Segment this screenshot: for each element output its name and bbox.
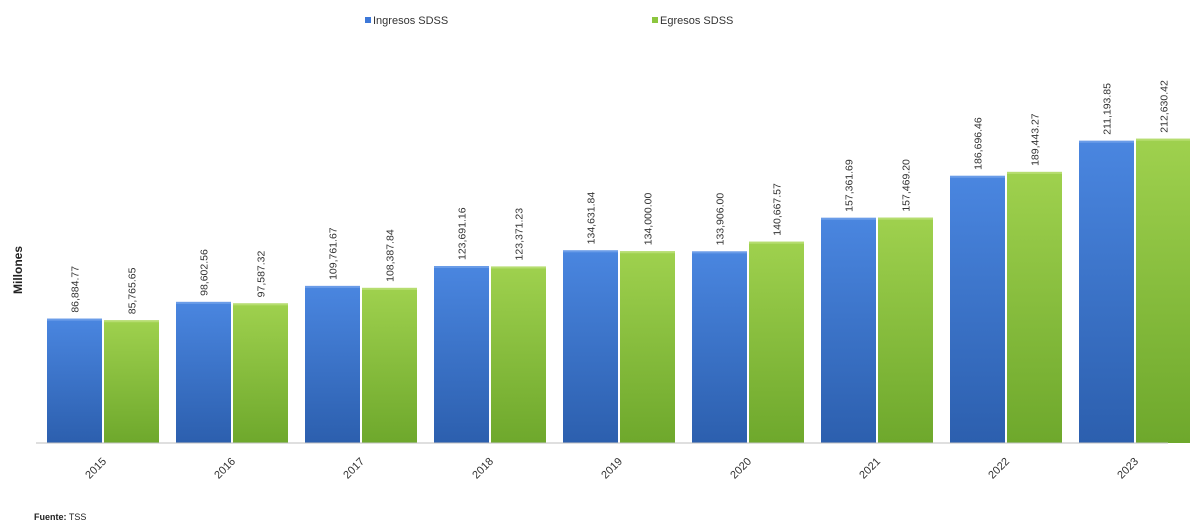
bar-top-ingresos-2015	[47, 318, 102, 321]
source-value: TSS	[68, 512, 87, 522]
bar-ingresos-2021	[821, 217, 876, 443]
bar-top-ingresos-2017	[305, 285, 360, 288]
source-label: Fuente:	[34, 512, 67, 522]
data-label-ingresos-2017: 109,761.67	[328, 227, 340, 280]
bar-top-egresos-2019	[620, 251, 675, 254]
bar-top-egresos-2023	[1136, 138, 1190, 141]
bar-top-ingresos-2023	[1079, 140, 1134, 143]
bar-egresos-2022	[1007, 171, 1062, 443]
data-label-ingresos-2019: 134,631.84	[586, 192, 598, 245]
bar-egresos-2018	[491, 266, 546, 443]
data-label-egresos-2022: 189,443.27	[1030, 113, 1042, 166]
source-note: Fuente: TSS	[34, 512, 86, 522]
x-tick-2016: 2016	[212, 456, 238, 482]
bar-top-ingresos-2022	[950, 175, 1005, 178]
data-label-egresos-2016: 97,587.32	[256, 250, 268, 297]
bar-top-ingresos-2016	[176, 301, 231, 304]
x-tick-2021: 2021	[857, 456, 883, 482]
bar-top-ingresos-2021	[821, 217, 876, 220]
legend-swatch-egresos	[652, 17, 658, 23]
data-label-ingresos-2015: 86,884.77	[70, 266, 82, 313]
bar-top-egresos-2022	[1007, 171, 1062, 174]
bar-top-egresos-2021	[878, 217, 933, 220]
bar-top-egresos-2020	[749, 241, 804, 244]
legend-label-ingresos: Ingresos SDSS	[373, 15, 448, 27]
x-tick-2017: 2017	[341, 456, 367, 482]
bar-ingresos-2022	[950, 175, 1005, 443]
bar-ingresos-2017	[305, 285, 360, 443]
data-label-ingresos-2016: 98,602.56	[199, 249, 211, 296]
data-label-ingresos-2022: 186,696.46	[973, 117, 985, 170]
data-label-egresos-2021: 157,469.20	[901, 159, 913, 212]
bar-top-egresos-2017	[362, 287, 417, 290]
x-tick-2019: 2019	[599, 456, 625, 482]
bars-group	[47, 138, 1190, 443]
data-label-ingresos-2023: 211,193.85	[1102, 83, 1114, 135]
x-tick-labels: 2015 2016 2017 2018 2019 2020 2021 2022 2023	[83, 456, 1141, 482]
data-label-ingresos-2021: 157,361.69	[844, 159, 856, 212]
legend: Ingresos SDSS Egresos SDSS	[365, 15, 733, 27]
bar-egresos-2020	[749, 241, 804, 443]
x-tick-2020: 2020	[728, 456, 754, 482]
data-label-egresos-2015: 85,765.65	[127, 267, 139, 314]
bar-top-egresos-2016	[233, 303, 288, 306]
x-tick-2018: 2018	[470, 456, 496, 482]
data-label-egresos-2023: 212,630.42	[1159, 80, 1171, 133]
data-label-egresos-2019: 134,000.00	[643, 193, 655, 246]
x-tick-2015: 2015	[83, 456, 109, 482]
bar-egresos-2017	[362, 287, 417, 443]
legend-label-egresos: Egresos SDSS	[660, 15, 733, 27]
data-label-egresos-2020: 140,667.57	[772, 183, 784, 236]
bar-ingresos-2016	[176, 301, 231, 443]
x-tick-2023: 2023	[1115, 456, 1141, 482]
y-axis-label: Millones	[11, 246, 25, 294]
bar-top-ingresos-2019	[563, 250, 618, 253]
bar-egresos-2023	[1136, 138, 1190, 443]
bar-egresos-2021	[878, 217, 933, 443]
data-label-ingresos-2020: 133,906.00	[715, 193, 727, 246]
bar-ingresos-2023	[1079, 140, 1134, 443]
bar-egresos-2015	[104, 320, 159, 443]
bar-ingresos-2018	[434, 265, 489, 443]
data-labels: 86,884.77 85,765.65 98,602.56 97,587.32 109,…	[70, 80, 1171, 314]
data-label-egresos-2017: 108,387.84	[385, 229, 397, 282]
bar-top-ingresos-2018	[434, 265, 489, 268]
bar-egresos-2019	[620, 251, 675, 443]
data-label-ingresos-2018: 123,691.16	[457, 207, 469, 260]
x-tick-2022: 2022	[986, 456, 1012, 482]
bar-egresos-2016	[233, 303, 288, 443]
legend-swatch-ingresos	[365, 17, 371, 23]
bar-ingresos-2019	[563, 250, 618, 443]
bar-ingresos-2015	[47, 318, 102, 443]
bar-top-egresos-2015	[104, 320, 159, 323]
bar-ingresos-2020	[692, 251, 747, 443]
data-label-egresos-2018: 123,371.23	[514, 208, 526, 261]
bar-top-ingresos-2020	[692, 251, 747, 254]
bar-top-egresos-2018	[491, 266, 546, 269]
